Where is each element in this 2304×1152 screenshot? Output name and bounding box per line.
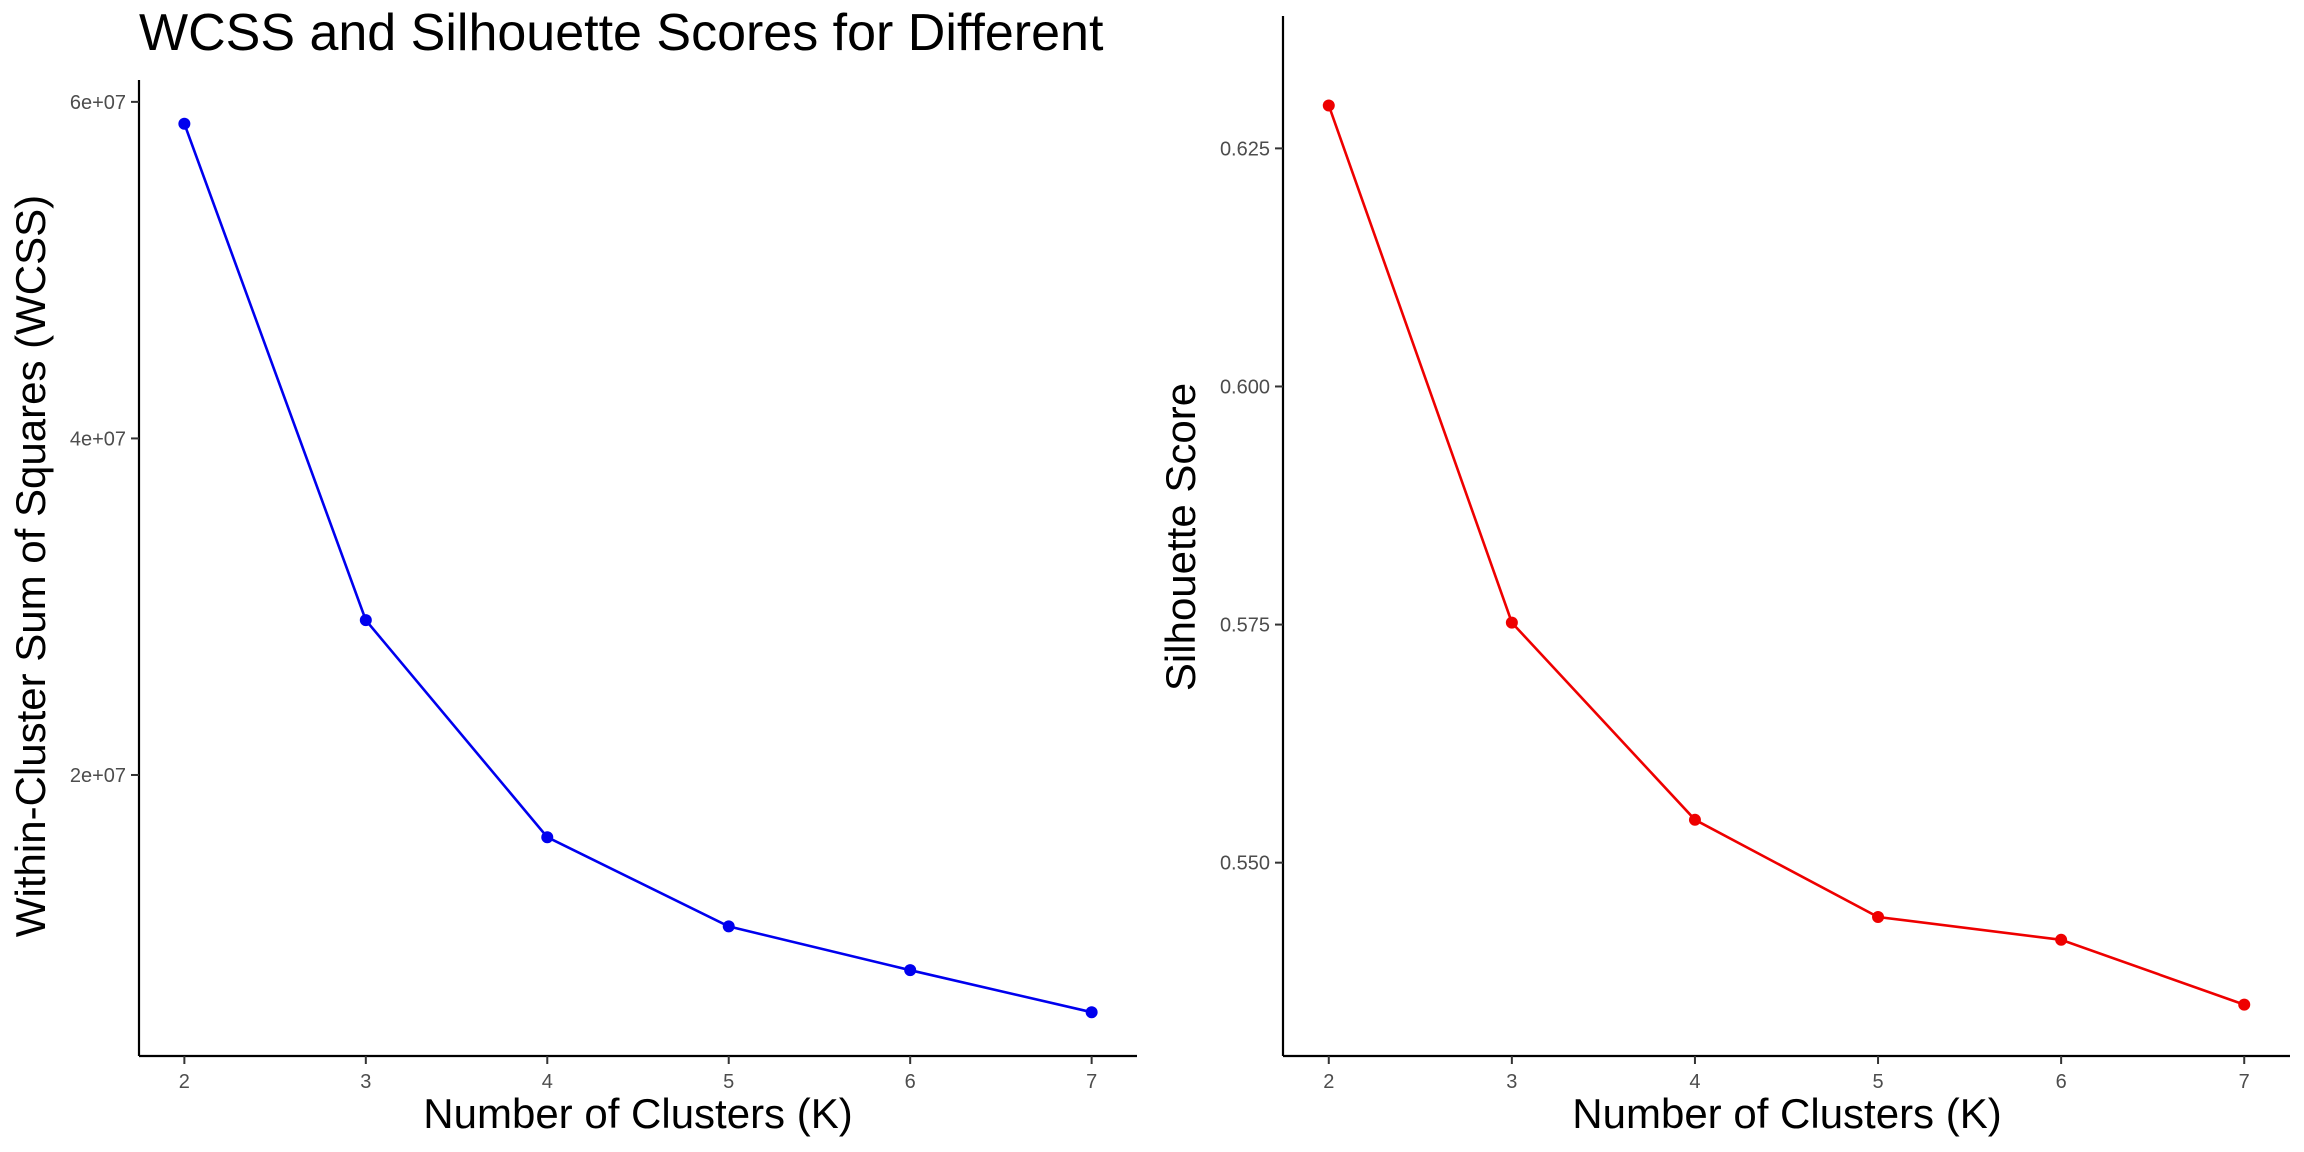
y-tick-label: 0.600 xyxy=(1220,376,1270,398)
series-line xyxy=(1327,105,2245,1006)
x-axis-title: Number of Clusters (K) xyxy=(1572,1090,2001,1137)
data-point xyxy=(1872,910,1885,923)
x-tick-label: 7 xyxy=(1086,1071,1097,1093)
data-point xyxy=(2238,998,2251,1011)
data-point xyxy=(359,614,372,627)
x-tick-label: 4 xyxy=(542,1071,553,1093)
x-tick-label: 6 xyxy=(905,1071,916,1093)
x-tick-label: 6 xyxy=(2056,1071,2067,1093)
wcss-marks: 2 3 4 5 6 7 2e+07 4e+07 6e+07 xyxy=(70,80,1137,1093)
data-point xyxy=(904,964,917,977)
data-point xyxy=(722,920,735,933)
y-tick-label: 0.575 xyxy=(1220,615,1270,637)
data-point xyxy=(1688,813,1701,826)
y-tick-label: 2e+07 xyxy=(70,765,126,787)
y-axis-title: Silhouette Score xyxy=(1157,383,1204,691)
data-point xyxy=(541,831,554,844)
data-point xyxy=(178,117,191,130)
y-tick-label: 4e+07 xyxy=(70,428,126,450)
y-tick-label: 0.625 xyxy=(1220,138,1270,160)
x-tick-label: 5 xyxy=(723,1071,734,1093)
x-axis-title: Number of Clusters (K) xyxy=(423,1090,852,1137)
x-tick-label: 3 xyxy=(1506,1071,1517,1093)
silhouette-panel: Silhouette Score Number of Clusters (K) … xyxy=(1157,16,2290,1137)
wcss-panel: WCSS and Silhouette Scores for Different… xyxy=(7,4,1137,1137)
x-tick-label: 5 xyxy=(1872,1071,1883,1093)
series-line xyxy=(183,123,1092,1014)
data-point xyxy=(1085,1006,1098,1019)
x-tick-label: 4 xyxy=(1689,1071,1700,1093)
x-tick-label: 3 xyxy=(360,1071,371,1093)
y-tick-label: 6e+07 xyxy=(70,92,126,114)
data-point xyxy=(1322,99,1335,112)
data-point xyxy=(2055,933,2068,946)
x-tick-label: 7 xyxy=(2239,1071,2250,1093)
silhouette-marks: 2 3 4 5 6 7 0.550 0.575 0.600 0.625 xyxy=(1220,16,2290,1093)
y-tick-label: 0.550 xyxy=(1220,853,1270,875)
x-tick-label: 2 xyxy=(1323,1071,1334,1093)
data-point xyxy=(1505,616,1518,629)
y-axis-title: Within-Cluster Sum of Squares (WCSS) xyxy=(7,195,54,937)
x-tick-label: 2 xyxy=(179,1071,190,1093)
chart-title: WCSS and Silhouette Scores for Different xyxy=(139,4,1104,62)
